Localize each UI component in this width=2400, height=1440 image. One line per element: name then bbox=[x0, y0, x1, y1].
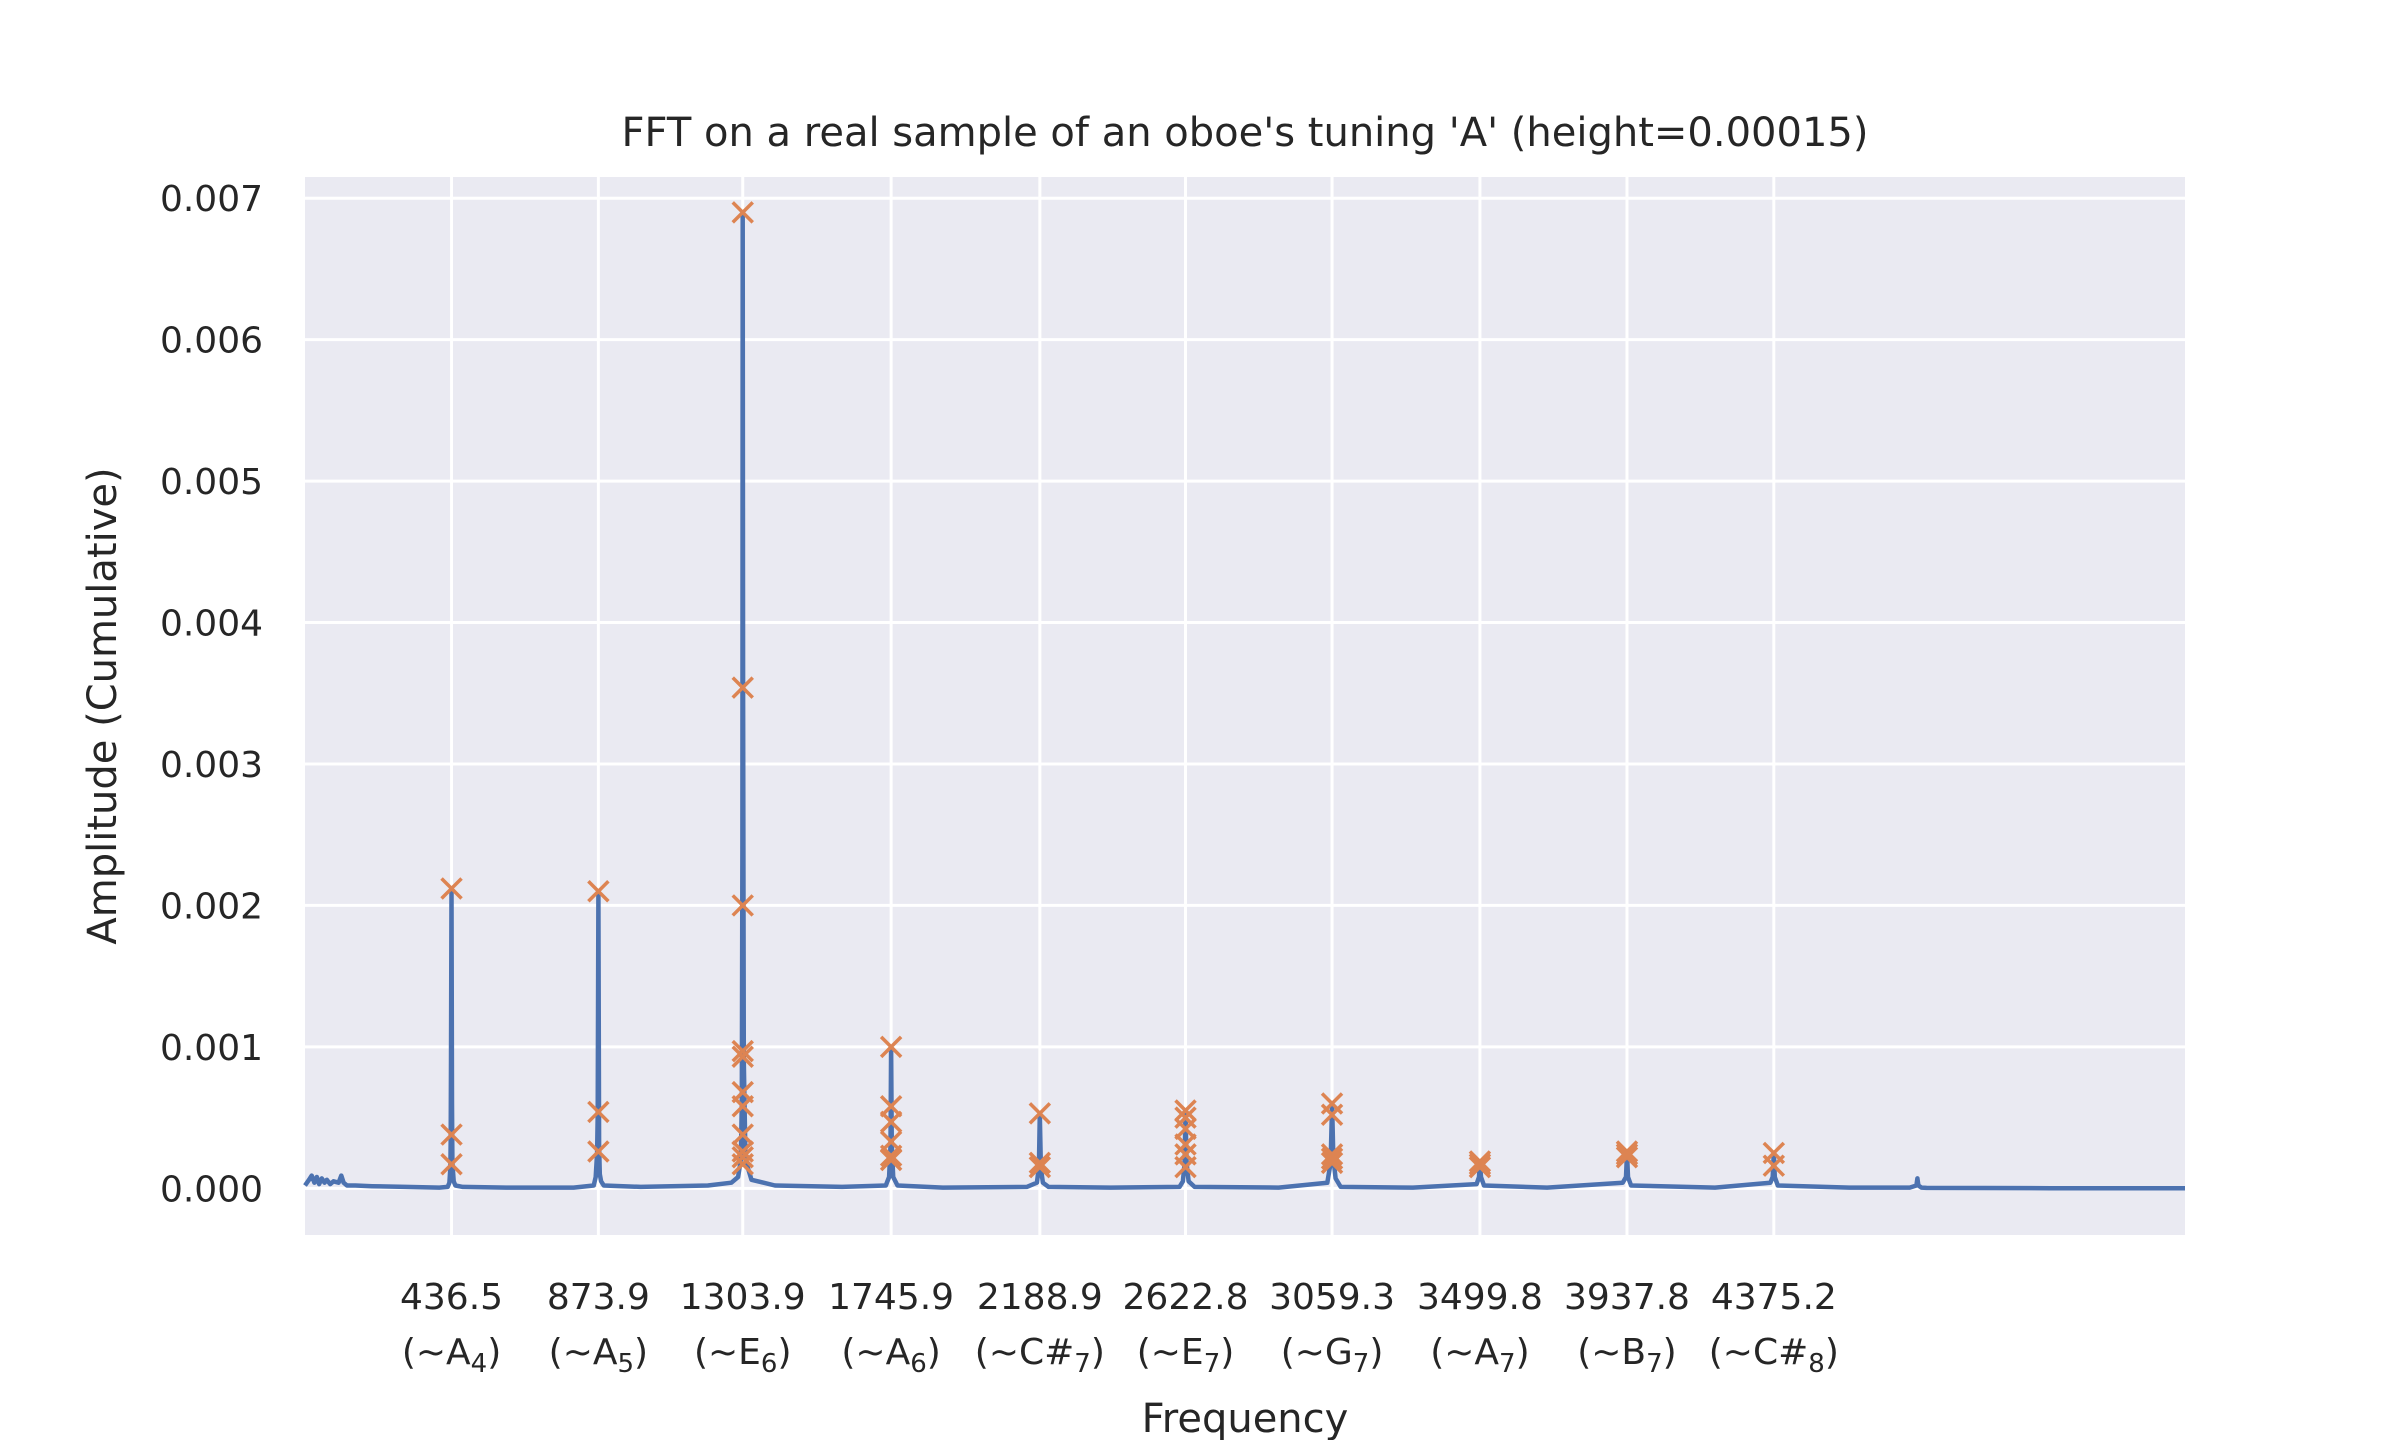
x-tick-note: (~E7) bbox=[1137, 1332, 1235, 1379]
peak-marker bbox=[1174, 1099, 1197, 1122]
y-tick-label: 0.006 bbox=[160, 321, 263, 362]
peak-marker bbox=[1028, 1102, 1052, 1125]
peak-marker bbox=[879, 1144, 903, 1168]
y-tick-label: 0.007 bbox=[160, 179, 263, 220]
x-tick-labels: 436.5 (~A4) 873.9 (~A5) 1303.9 (~E6) 1745.9 (~A… bbox=[400, 1277, 1839, 1379]
y-tick-label: 0.004 bbox=[160, 604, 263, 645]
y-tick-label: 0.000 bbox=[160, 1169, 263, 1210]
peak-marker bbox=[1028, 1155, 1052, 1179]
peak-marker bbox=[879, 1110, 903, 1134]
peak-marker bbox=[1468, 1155, 1492, 1179]
chart-title: FFT on a real sample of an oboe's tuning… bbox=[622, 110, 1869, 156]
peak-marker bbox=[440, 1153, 463, 1176]
peak-marker bbox=[1174, 1155, 1197, 1179]
peak-marker bbox=[731, 1145, 754, 1169]
x-tick-note: (~B7) bbox=[1577, 1332, 1677, 1379]
x-tick-frequency: 3937.8 bbox=[1564, 1277, 1690, 1318]
x-tick-frequency: 4375.2 bbox=[1711, 1277, 1837, 1318]
x-tick-frequency: 2188.9 bbox=[977, 1277, 1103, 1318]
peak-marker bbox=[731, 676, 754, 699]
x-tick-frequency: 1745.9 bbox=[828, 1277, 954, 1318]
peak-marker bbox=[731, 1095, 754, 1118]
peak-marker bbox=[1615, 1143, 1639, 1166]
x-tick-note: (~G7) bbox=[1281, 1332, 1384, 1379]
y-tick-labels: 0.000 0.001 0.002 0.003 0.004 0.005 0.006 0.007 bbox=[160, 179, 263, 1210]
peak-markers bbox=[440, 201, 1786, 1179]
peak-marker bbox=[587, 1100, 610, 1124]
peak-marker bbox=[1615, 1145, 1639, 1169]
peak-marker bbox=[1615, 1140, 1639, 1163]
x-tick-note: (~A6) bbox=[841, 1332, 940, 1379]
x-tick-frequency: 2622.8 bbox=[1123, 1277, 1249, 1318]
x-tick-note: (~A7) bbox=[1430, 1332, 1529, 1379]
peak-marker bbox=[1320, 1103, 1344, 1127]
y-tick-label: 0.003 bbox=[160, 745, 263, 786]
peak-marker bbox=[1028, 1151, 1052, 1175]
y-tick-label: 0.002 bbox=[160, 886, 263, 927]
x-tick-frequency: 3059.3 bbox=[1269, 1277, 1395, 1318]
peak-marker bbox=[731, 201, 754, 224]
peak-marker bbox=[587, 1140, 610, 1163]
y-tick-label: 0.001 bbox=[160, 1028, 263, 1069]
x-tick-frequency: 1303.9 bbox=[680, 1277, 806, 1318]
peak-marker bbox=[731, 894, 754, 917]
peak-marker bbox=[879, 1035, 903, 1059]
x-tick-frequency: 436.5 bbox=[400, 1277, 503, 1318]
x-tick-frequency: 3499.8 bbox=[1417, 1277, 1543, 1318]
peak-marker bbox=[1762, 1154, 1786, 1177]
x-tick-note: (~C#8) bbox=[1709, 1332, 1839, 1379]
peak-marker bbox=[731, 1153, 754, 1176]
peak-marker bbox=[1174, 1133, 1197, 1156]
peak-marker bbox=[440, 1123, 463, 1146]
x-tick-note: (~C#7) bbox=[975, 1332, 1105, 1379]
peak-marker bbox=[1320, 1143, 1344, 1166]
plot-area bbox=[305, 177, 2185, 1235]
peak-marker bbox=[440, 877, 463, 900]
x-tick-note: (~A5) bbox=[549, 1332, 648, 1379]
peak-marker bbox=[587, 880, 610, 903]
x-axis-label: Frequency bbox=[1142, 1396, 1349, 1440]
y-tick-label: 0.005 bbox=[160, 462, 263, 503]
peak-marker bbox=[1468, 1153, 1492, 1176]
peak-marker bbox=[1320, 1147, 1344, 1170]
peak-marker bbox=[731, 1123, 754, 1146]
x-tick-note: (~A4) bbox=[402, 1332, 501, 1379]
peak-marker bbox=[879, 1148, 903, 1172]
x-tick-note: (~E6) bbox=[694, 1332, 792, 1379]
peak-marker bbox=[1320, 1151, 1344, 1175]
peak-marker bbox=[731, 1039, 754, 1063]
peak-marker bbox=[731, 1045, 754, 1069]
peak-marker bbox=[1468, 1150, 1492, 1173]
y-axis-label: Amplitude (Cumulative) bbox=[80, 467, 126, 944]
x-tick-frequency: 873.9 bbox=[547, 1277, 650, 1318]
